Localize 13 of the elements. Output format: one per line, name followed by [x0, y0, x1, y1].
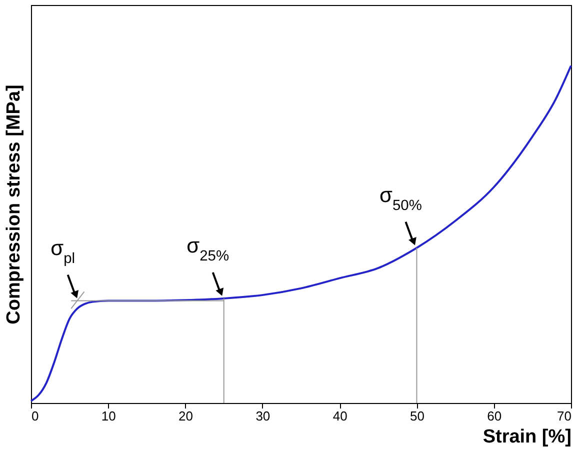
annotation: σ$_{50%}$: [380, 184, 422, 214]
annotation: σ$_{pl}$: [50, 236, 76, 267]
x-tick-label: 60: [487, 408, 502, 424]
x-tick-label: 70: [557, 408, 572, 424]
x-tick-label: 30: [256, 408, 270, 424]
x-tick-label: 50: [410, 408, 424, 424]
x-tick-label: 20: [178, 408, 194, 424]
x-tick-label: 0: [32, 408, 39, 424]
x-tick-label: 10: [101, 408, 116, 424]
x-axis-title: Strain [%]: [482, 426, 572, 448]
y-axis-title: Compression stress [MPa]: [4, 84, 24, 324]
x-tick-label: 40: [332, 408, 348, 424]
annotation: σ$_{25%}$: [186, 234, 230, 264]
